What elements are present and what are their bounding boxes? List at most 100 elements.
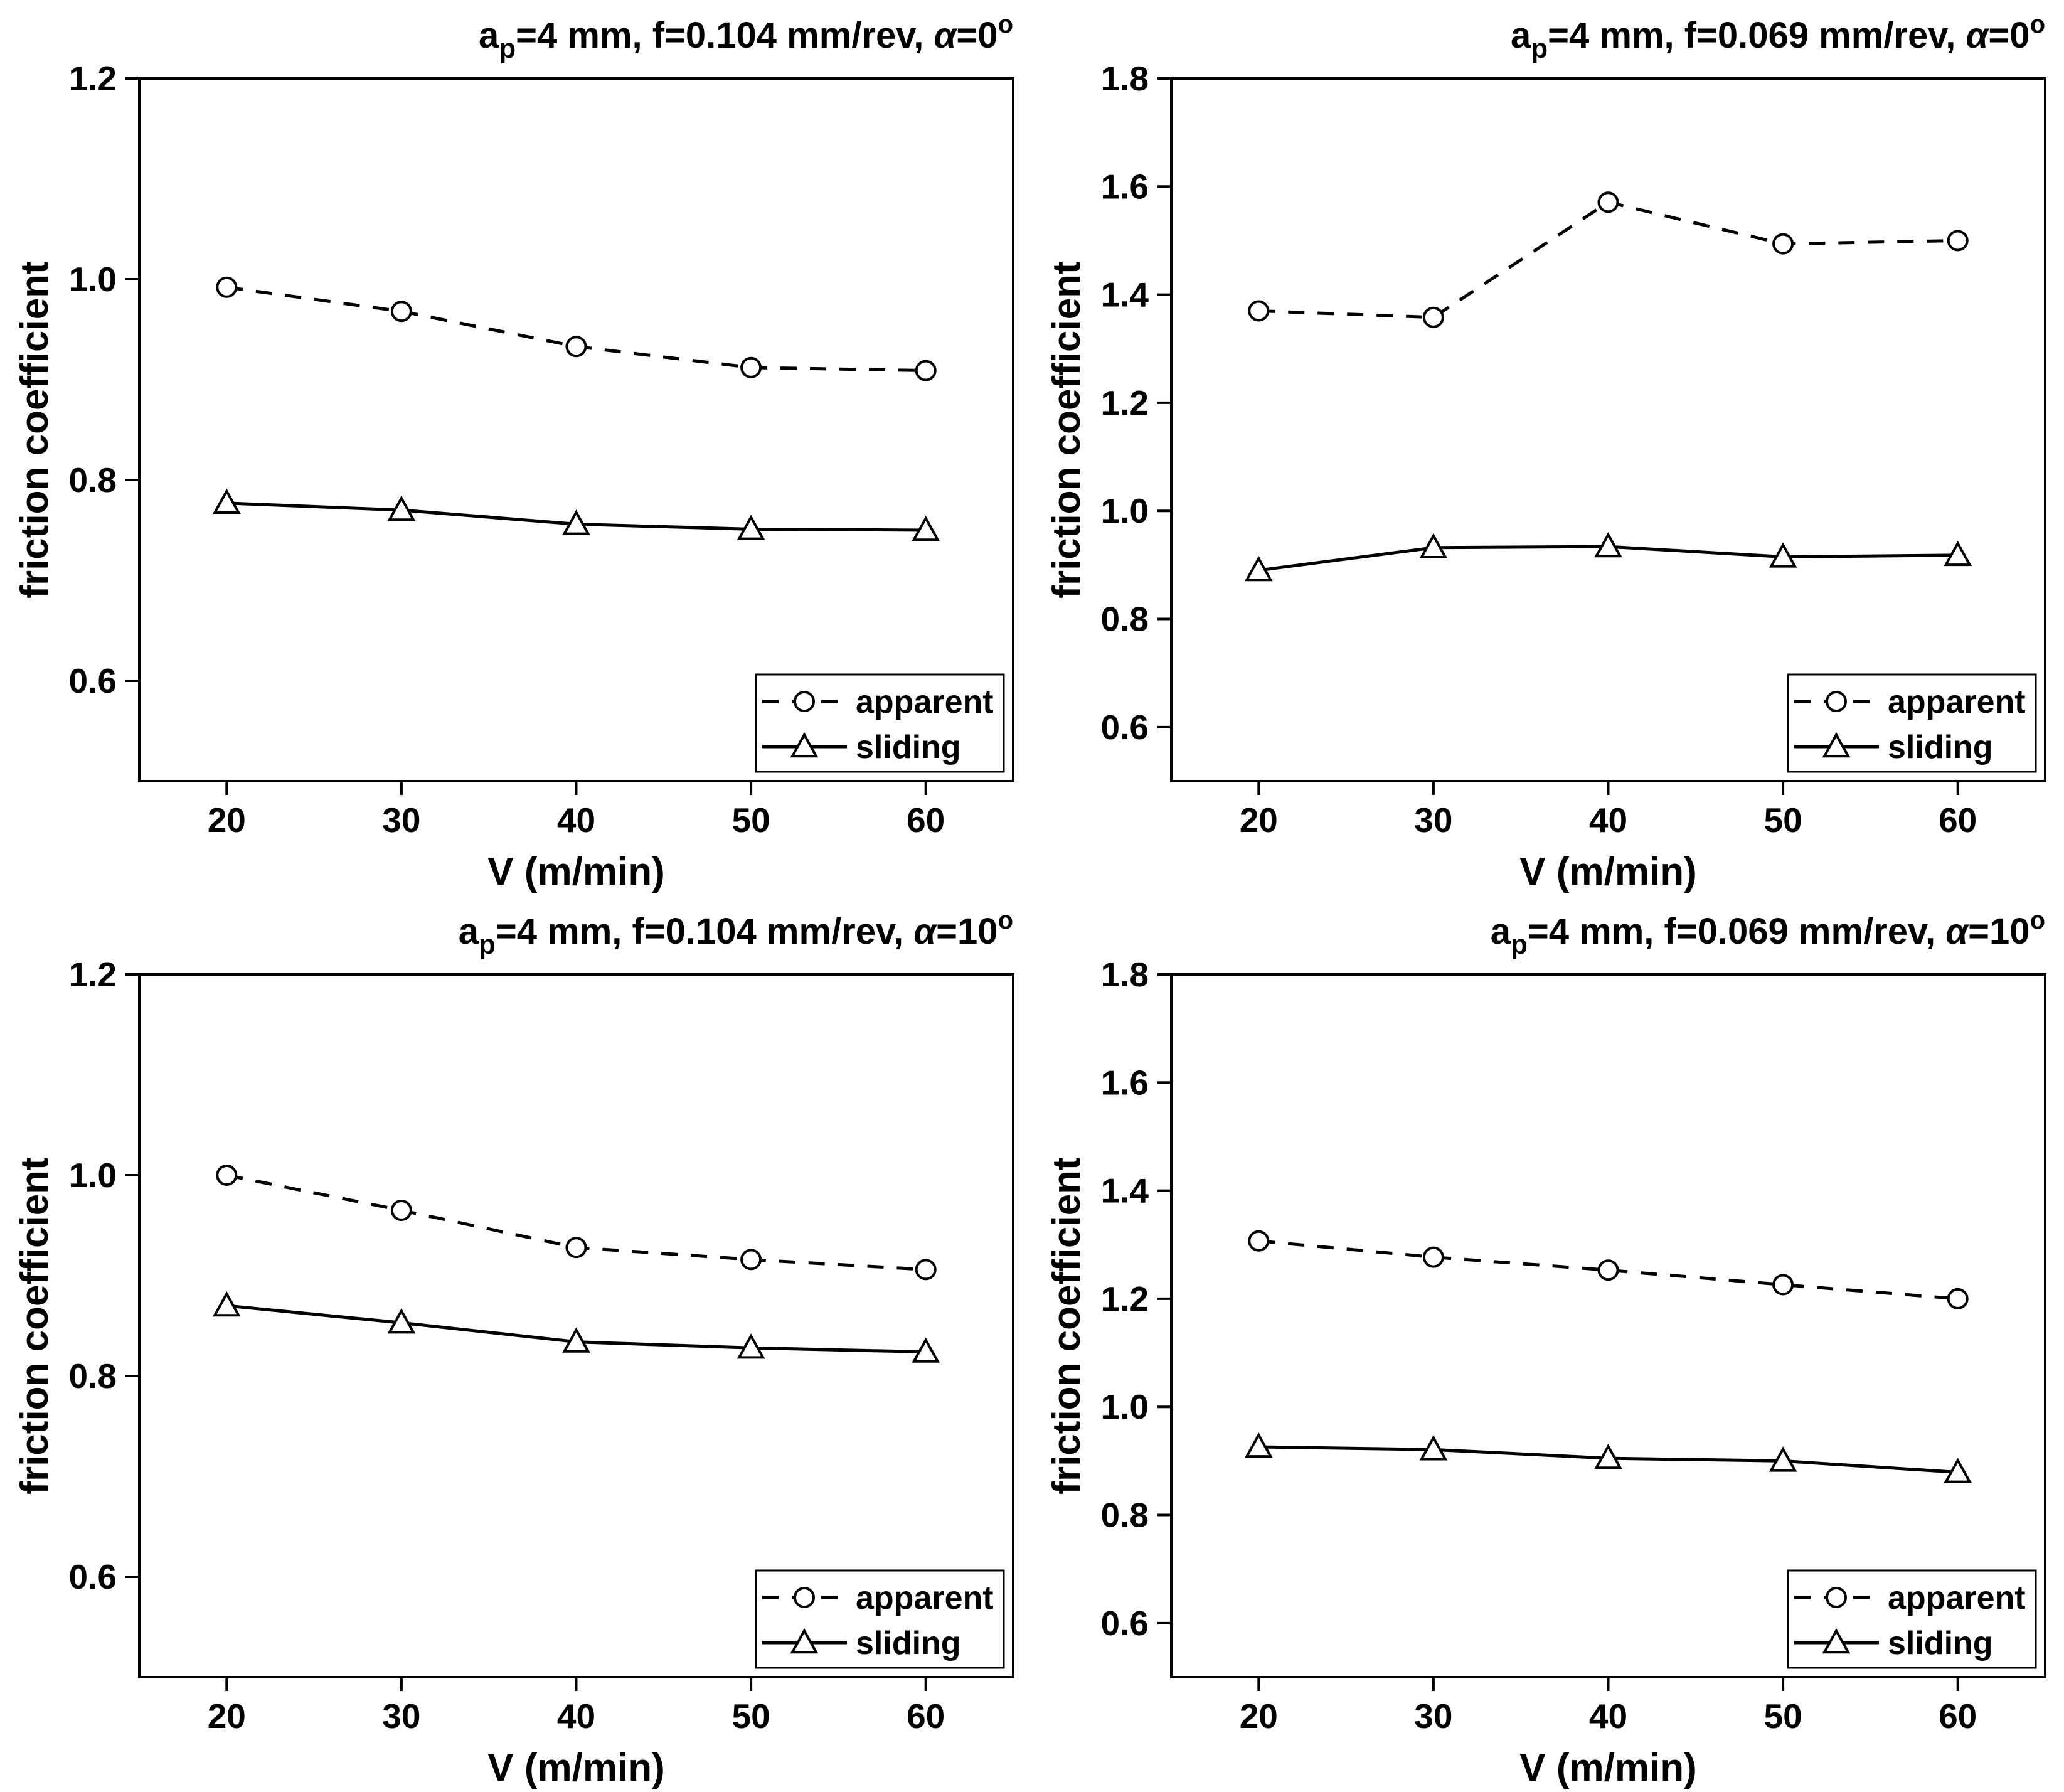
series-apparent-marker bbox=[1248, 300, 1270, 322]
y-tick-label: 1.0 bbox=[1101, 1387, 1149, 1426]
y-tick-label: 1.0 bbox=[69, 260, 117, 299]
series-apparent-marker bbox=[915, 1259, 937, 1281]
y-tick-label: 0.8 bbox=[69, 461, 117, 499]
series-apparent-marker bbox=[1422, 306, 1444, 328]
y-axis-title: friction coefficient bbox=[1045, 1157, 1088, 1494]
y-axis: 0.6 0.8 1.0 1.2 1.4 1.6 1.8 bbox=[1101, 59, 1171, 747]
series-sliding-marker bbox=[912, 1337, 940, 1363]
x-axis: 20 30 40 50 60 bbox=[208, 1677, 945, 1736]
series-apparent-marker bbox=[1597, 191, 1619, 213]
legend-marker-triangle bbox=[790, 732, 819, 758]
series-sliding-marker bbox=[212, 1291, 241, 1317]
series-sliding-marker bbox=[562, 509, 590, 535]
y-tick-label: 1.2 bbox=[69, 59, 117, 98]
chart-svg-top-right: 0.6 0.8 1.0 1.2 1.4 1.6 1.8 20 30 40 50 60 friction … bbox=[1045, 11, 2046, 893]
legend-marker-circle bbox=[1826, 691, 1847, 712]
x-axis-title: V (m/min) bbox=[1519, 850, 1696, 893]
x-tick-label: 60 bbox=[1939, 801, 1977, 840]
x-tick-label: 50 bbox=[732, 801, 770, 840]
y-tick-label: 1.8 bbox=[1101, 955, 1149, 994]
series-line-apparent bbox=[1258, 200, 1958, 319]
series-sliding-marker bbox=[1769, 542, 1797, 568]
series-line-apparent bbox=[226, 285, 926, 373]
x-tick-label: 40 bbox=[1589, 1697, 1627, 1736]
x-tick-label: 30 bbox=[1414, 1697, 1452, 1736]
x-axis: 20 30 40 50 60 bbox=[1240, 1677, 1977, 1736]
chart-panel-bottom-right: 0.6 0.8 1.0 1.2 1.4 1.6 1.8 20 30 40 50 60 friction … bbox=[1032, 896, 2064, 1792]
x-axis-title: V (m/min) bbox=[487, 850, 664, 893]
legend-label-sliding: sliding bbox=[856, 1625, 961, 1661]
legend: apparent sliding bbox=[755, 1569, 1005, 1669]
y-axis-title: friction coefficient bbox=[13, 1157, 56, 1494]
series-apparent-marker bbox=[1772, 1274, 1794, 1296]
y-tick-label: 1.4 bbox=[1101, 1171, 1149, 1210]
series-sliding-marker bbox=[912, 515, 940, 541]
x-tick-label: 50 bbox=[1764, 801, 1802, 840]
series-apparent-marker bbox=[1422, 1246, 1444, 1268]
series-sliding-marker bbox=[1594, 531, 1622, 558]
x-axis: 20 30 40 50 60 bbox=[208, 781, 945, 840]
panel-title: ap=4 mm, f=0.069 mm/rev, α=0o bbox=[1511, 11, 2045, 64]
y-tick-label: 1.6 bbox=[1101, 1063, 1149, 1102]
y-axis-title: friction coefficient bbox=[1045, 261, 1088, 598]
panel-title: ap=4 mm, f=0.069 mm/rev, α=10o bbox=[1491, 907, 2045, 960]
legend-box bbox=[755, 673, 1005, 773]
y-axis: 0.6 0.8 1.0 1.2 1.4 1.6 1.8 bbox=[1101, 955, 1171, 1643]
series-sliding-marker bbox=[1944, 540, 1972, 567]
x-tick-label: 40 bbox=[557, 801, 595, 840]
y-tick-label: 1.4 bbox=[1101, 275, 1149, 314]
y-tick-label: 0.8 bbox=[69, 1357, 117, 1395]
series-apparent-marker bbox=[216, 276, 238, 298]
legend-label-apparent: apparent bbox=[856, 684, 994, 720]
y-axis-title: friction coefficient bbox=[13, 261, 56, 598]
series-apparent-marker bbox=[740, 1249, 762, 1271]
legend-label-apparent: apparent bbox=[1888, 1580, 2026, 1616]
x-axis-title: V (m/min) bbox=[1519, 1746, 1696, 1789]
legend-label-sliding: sliding bbox=[1888, 729, 1993, 765]
series-apparent-marker bbox=[1597, 1259, 1619, 1281]
series-apparent-marker bbox=[565, 1237, 587, 1259]
y-tick-label: 0.6 bbox=[69, 1557, 117, 1596]
y-tick-label: 1.2 bbox=[69, 955, 117, 994]
legend-marker-circle bbox=[1826, 1587, 1847, 1608]
series-sliding-marker bbox=[1244, 1432, 1273, 1458]
x-tick-label: 30 bbox=[382, 801, 420, 840]
x-tick-label: 60 bbox=[907, 1697, 945, 1736]
series-sliding-marker bbox=[737, 1333, 765, 1359]
series-apparent-marker bbox=[216, 1165, 238, 1186]
series-apparent-marker bbox=[565, 336, 587, 358]
y-tick-label: 1.0 bbox=[1101, 491, 1149, 530]
chart-panel-top-left: 0.6 0.8 1.0 1.2 20 30 40 50 60 friction coefficie… bbox=[0, 0, 1032, 896]
x-tick-label: 20 bbox=[1240, 1697, 1278, 1736]
y-tick-label: 0.8 bbox=[1101, 600, 1149, 639]
y-tick-label: 1.8 bbox=[1101, 59, 1149, 98]
legend-marker-triangle bbox=[1822, 732, 1851, 758]
series-apparent-marker bbox=[1248, 1230, 1270, 1252]
legend-marker-circle bbox=[794, 691, 815, 712]
legend: apparent sliding bbox=[1787, 1569, 2037, 1669]
x-axis-title: V (m/min) bbox=[487, 1746, 664, 1789]
x-tick-label: 50 bbox=[1764, 1697, 1802, 1736]
y-tick-label: 0.6 bbox=[1101, 708, 1149, 747]
panel-title: ap=4 mm, f=0.104 mm/rev, α=0o bbox=[479, 11, 1013, 64]
chart-svg-bottom-left: 0.6 0.8 1.0 1.2 20 30 40 50 60 friction coefficie… bbox=[13, 907, 1014, 1789]
y-axis: 0.6 0.8 1.0 1.2 bbox=[69, 59, 139, 700]
y-tick-label: 1.2 bbox=[1101, 383, 1149, 422]
series-sliding-marker bbox=[1769, 1446, 1797, 1472]
legend-marker-triangle bbox=[790, 1628, 819, 1654]
series-sliding-marker bbox=[1244, 555, 1273, 582]
y-tick-label: 1.0 bbox=[69, 1156, 117, 1195]
y-tick-label: 1.2 bbox=[1101, 1279, 1149, 1318]
y-tick-label: 0.6 bbox=[1101, 1604, 1149, 1643]
chart-svg-bottom-right: 0.6 0.8 1.0 1.2 1.4 1.6 1.8 20 30 40 50 60 friction … bbox=[1045, 907, 2046, 1789]
legend-marker-circle bbox=[794, 1587, 815, 1608]
series-apparent-marker bbox=[390, 301, 412, 323]
series-sliding-marker bbox=[387, 495, 416, 521]
series-sliding-marker bbox=[1419, 1435, 1448, 1461]
x-tick-label: 20 bbox=[208, 1697, 246, 1736]
x-tick-label: 30 bbox=[1414, 801, 1452, 840]
legend: apparent sliding bbox=[1787, 673, 2037, 773]
legend-label-apparent: apparent bbox=[1888, 684, 2026, 720]
x-axis: 20 30 40 50 60 bbox=[1240, 781, 1977, 840]
series-apparent-marker bbox=[1947, 1288, 1969, 1309]
